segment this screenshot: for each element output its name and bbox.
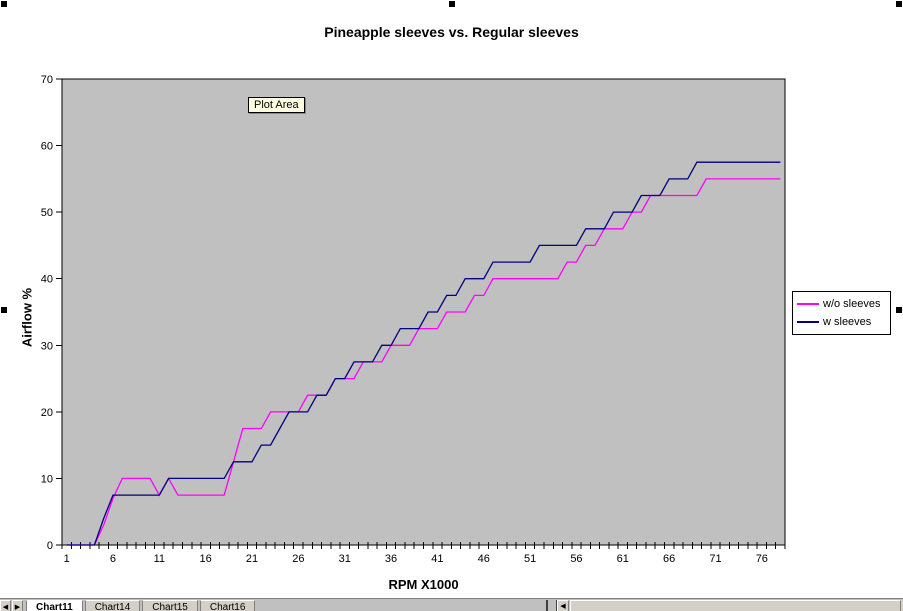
svg-text:26: 26 xyxy=(292,553,304,565)
svg-text:76: 76 xyxy=(756,553,768,565)
legend-label: w sleeves xyxy=(823,315,872,328)
sheet-tab-chart14[interactable]: Chart14 xyxy=(84,600,141,611)
svg-text:50: 50 xyxy=(41,207,53,219)
svg-text:36: 36 xyxy=(385,553,397,565)
svg-text:31: 31 xyxy=(339,553,351,565)
hscroll-thumb[interactable] xyxy=(570,600,901,611)
svg-text:20: 20 xyxy=(41,407,53,419)
left-arrow-icon: ◀ xyxy=(2,604,9,611)
selection-handle-top-center[interactable] xyxy=(449,1,455,7)
svg-text:11: 11 xyxy=(154,553,165,565)
svg-text:10: 10 xyxy=(41,473,53,485)
selection-handle-top-right[interactable] xyxy=(896,1,902,7)
left-arrow-icon: ◀ xyxy=(560,603,566,610)
svg-text:70: 70 xyxy=(41,74,53,86)
svg-text:56: 56 xyxy=(570,553,582,565)
selection-handle-top-left[interactable] xyxy=(1,1,7,7)
svg-text:61: 61 xyxy=(617,553,629,565)
chart-title[interactable]: Pineapple sleeves vs. Regular sleeves xyxy=(324,24,579,40)
svg-text:41: 41 xyxy=(431,553,443,565)
hscroll-left-button[interactable]: ◀ xyxy=(557,600,569,611)
sheet-tab-chart11[interactable]: Chart11 xyxy=(26,600,83,611)
sheet-tab-chart15[interactable]: Chart15 xyxy=(142,600,198,611)
tab-scroll-left-button[interactable]: ◀ xyxy=(0,600,11,611)
selection-handle-right-middle[interactable] xyxy=(896,307,902,313)
svg-text:66: 66 xyxy=(663,553,675,565)
svg-text:0: 0 xyxy=(47,540,53,552)
svg-text:21: 21 xyxy=(246,553,258,565)
svg-text:46: 46 xyxy=(478,553,490,565)
y-axis-title[interactable]: Airflow % xyxy=(19,287,35,348)
legend[interactable]: w/o sleeves w sleeves xyxy=(792,291,891,335)
svg-text:51: 51 xyxy=(524,553,536,565)
svg-text:6: 6 xyxy=(110,553,116,565)
svg-text:71: 71 xyxy=(709,553,721,565)
svg-text:1: 1 xyxy=(64,553,70,565)
series-line-swatch xyxy=(797,320,819,323)
sheet-tab-chart16[interactable]: Chart16 xyxy=(199,600,256,611)
svg-text:16: 16 xyxy=(200,553,212,565)
svg-text:60: 60 xyxy=(41,141,53,153)
selection-handle-left-middle[interactable] xyxy=(1,307,7,313)
tab-scroll-right-button[interactable]: ▶ xyxy=(12,600,23,611)
series-line-swatch xyxy=(797,303,819,306)
plot-area-tooltip: Plot Area xyxy=(248,97,305,113)
legend-item[interactable]: w sleeves xyxy=(793,316,890,328)
svg-text:30: 30 xyxy=(41,340,53,352)
legend-item[interactable]: w/o sleeves xyxy=(793,298,890,310)
svg-text:40: 40 xyxy=(41,274,53,286)
legend-label: w/o sleeves xyxy=(823,298,881,311)
sheet-tab-bar: ◀ ▶ Chart11 Chart14 Chart15 Chart16 ◀ xyxy=(0,598,903,611)
right-arrow-icon: ▶ xyxy=(14,604,21,611)
x-axis-title[interactable]: RPM X1000 xyxy=(388,577,459,592)
hscroll-track[interactable] xyxy=(570,600,903,611)
